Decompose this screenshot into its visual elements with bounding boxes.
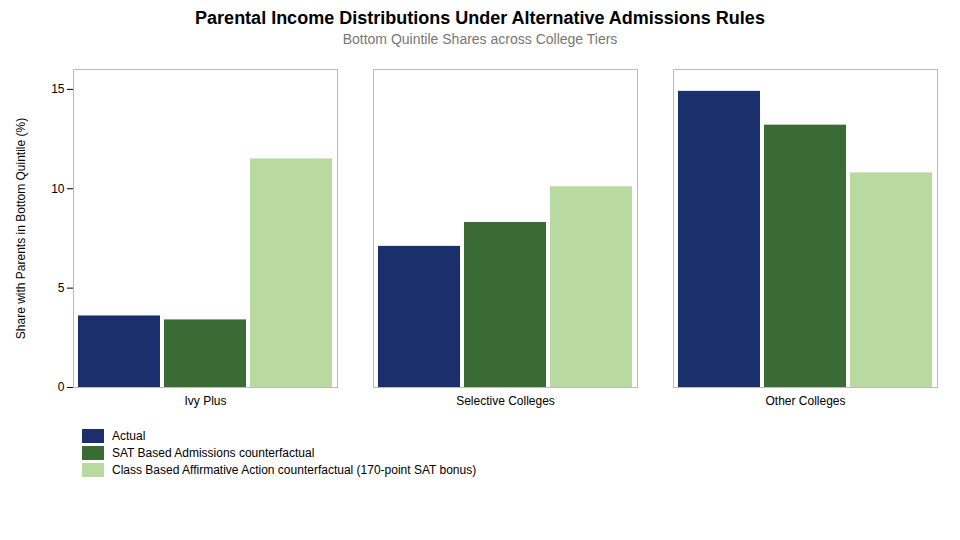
- svg-text:Ivy Plus: Ivy Plus: [184, 394, 226, 408]
- svg-text:5: 5: [58, 281, 65, 295]
- svg-text:Share with Parents in Bottom Q: Share with Parents in Bottom Quintile (%…: [14, 118, 28, 339]
- svg-text:Selective Colleges: Selective Colleges: [456, 394, 555, 408]
- svg-text:15: 15: [51, 82, 65, 96]
- svg-text:10: 10: [51, 182, 65, 196]
- html-text:SAT Based Admissions counterfa: SAT Based Admissions counterfactual: [112, 446, 315, 460]
- svg-text:Other Colleges: Other Colleges: [765, 394, 845, 408]
- svg-text:0: 0: [58, 380, 65, 394]
- html-text:Bottom Quintile Shares across: Bottom Quintile Shares across College Ti…: [342, 31, 618, 47]
- html-text:Class Based Affirmative Action: Class Based Affirmative Action counterfa…: [112, 463, 477, 477]
- html-text:Parental Income Distributions: Parental Income Distributions Under Alte…: [195, 8, 765, 28]
- html-text:Actual: Actual: [112, 429, 146, 443]
